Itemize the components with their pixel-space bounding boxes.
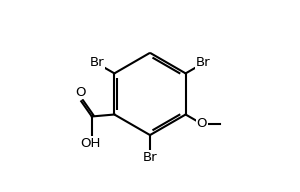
Text: O: O [196, 117, 207, 130]
Text: O: O [75, 86, 86, 99]
Text: Br: Br [89, 55, 104, 69]
Text: OH: OH [81, 137, 101, 150]
Text: Br: Br [196, 55, 211, 69]
Text: Br: Br [143, 151, 157, 164]
